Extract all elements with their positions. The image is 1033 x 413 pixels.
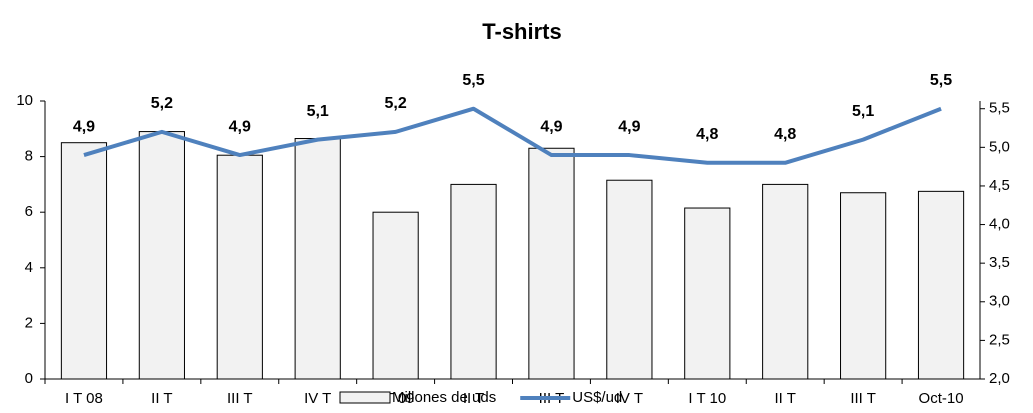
x-tick-label: I T 08 — [65, 390, 103, 407]
x-tick-label: III T — [227, 390, 253, 407]
x-tick-label: IV T — [304, 390, 331, 407]
bar — [606, 179, 653, 380]
bar — [216, 154, 263, 380]
legend-label: Millones de uds — [392, 389, 496, 406]
bar — [528, 147, 575, 380]
bar — [294, 138, 341, 380]
y-tick-label: 6 — [25, 203, 33, 220]
y-tick-label: 10 — [16, 92, 33, 109]
y2-tick-label: 2,0 — [989, 370, 1010, 387]
data-label: 5,1 — [307, 103, 329, 120]
x-tick-label: IV T — [616, 390, 643, 407]
bar — [684, 207, 731, 380]
x-tick-label: II T — [775, 390, 796, 407]
data-label: 4,8 — [774, 126, 796, 143]
data-label: 4,9 — [73, 118, 95, 135]
data-label: 5,1 — [852, 103, 874, 120]
y2-tick-label: 3,5 — [989, 254, 1010, 271]
y2-tick-label: 3,0 — [989, 293, 1010, 310]
bar — [762, 183, 809, 380]
x-tick-label: Oct-10 — [919, 390, 964, 407]
data-label: 4,9 — [618, 118, 640, 135]
line — [83, 106, 942, 165]
x-tick-label: I T 10 — [688, 390, 726, 407]
data-label: 5,5 — [462, 72, 484, 89]
y2-tick-label: 5,0 — [989, 138, 1010, 155]
x-tick-label: III T — [850, 390, 876, 407]
x-tick-label: II T — [463, 390, 484, 407]
bar — [450, 183, 497, 380]
y-tick-label: 4 — [25, 259, 33, 276]
x-tick-label: II T — [151, 390, 172, 407]
legend-swatch — [339, 391, 391, 404]
y2-tick-label: 2,5 — [989, 331, 1010, 348]
data-label: 5,2 — [151, 95, 173, 112]
legend-label: US$/ud — [572, 389, 622, 406]
y-tick-label: 2 — [25, 314, 33, 331]
y2-tick-label: 5,5 — [989, 100, 1010, 117]
y2-tick-label: 4,0 — [989, 216, 1010, 233]
data-label: 4,9 — [229, 118, 251, 135]
y2-tick-label: 4,5 — [989, 177, 1010, 194]
data-label: 4,8 — [696, 126, 718, 143]
bar — [840, 192, 887, 380]
chart-title: T-shirts — [482, 19, 561, 44]
y-tick-label: 0 — [25, 370, 33, 387]
data-label: 5,2 — [385, 95, 407, 112]
y-tick-label: 8 — [25, 148, 33, 165]
bar — [60, 142, 108, 380]
data-label: 5,5 — [930, 72, 952, 89]
bar — [917, 190, 965, 380]
bar — [138, 131, 185, 380]
data-label: 4,9 — [540, 118, 562, 135]
bar — [372, 211, 419, 380]
